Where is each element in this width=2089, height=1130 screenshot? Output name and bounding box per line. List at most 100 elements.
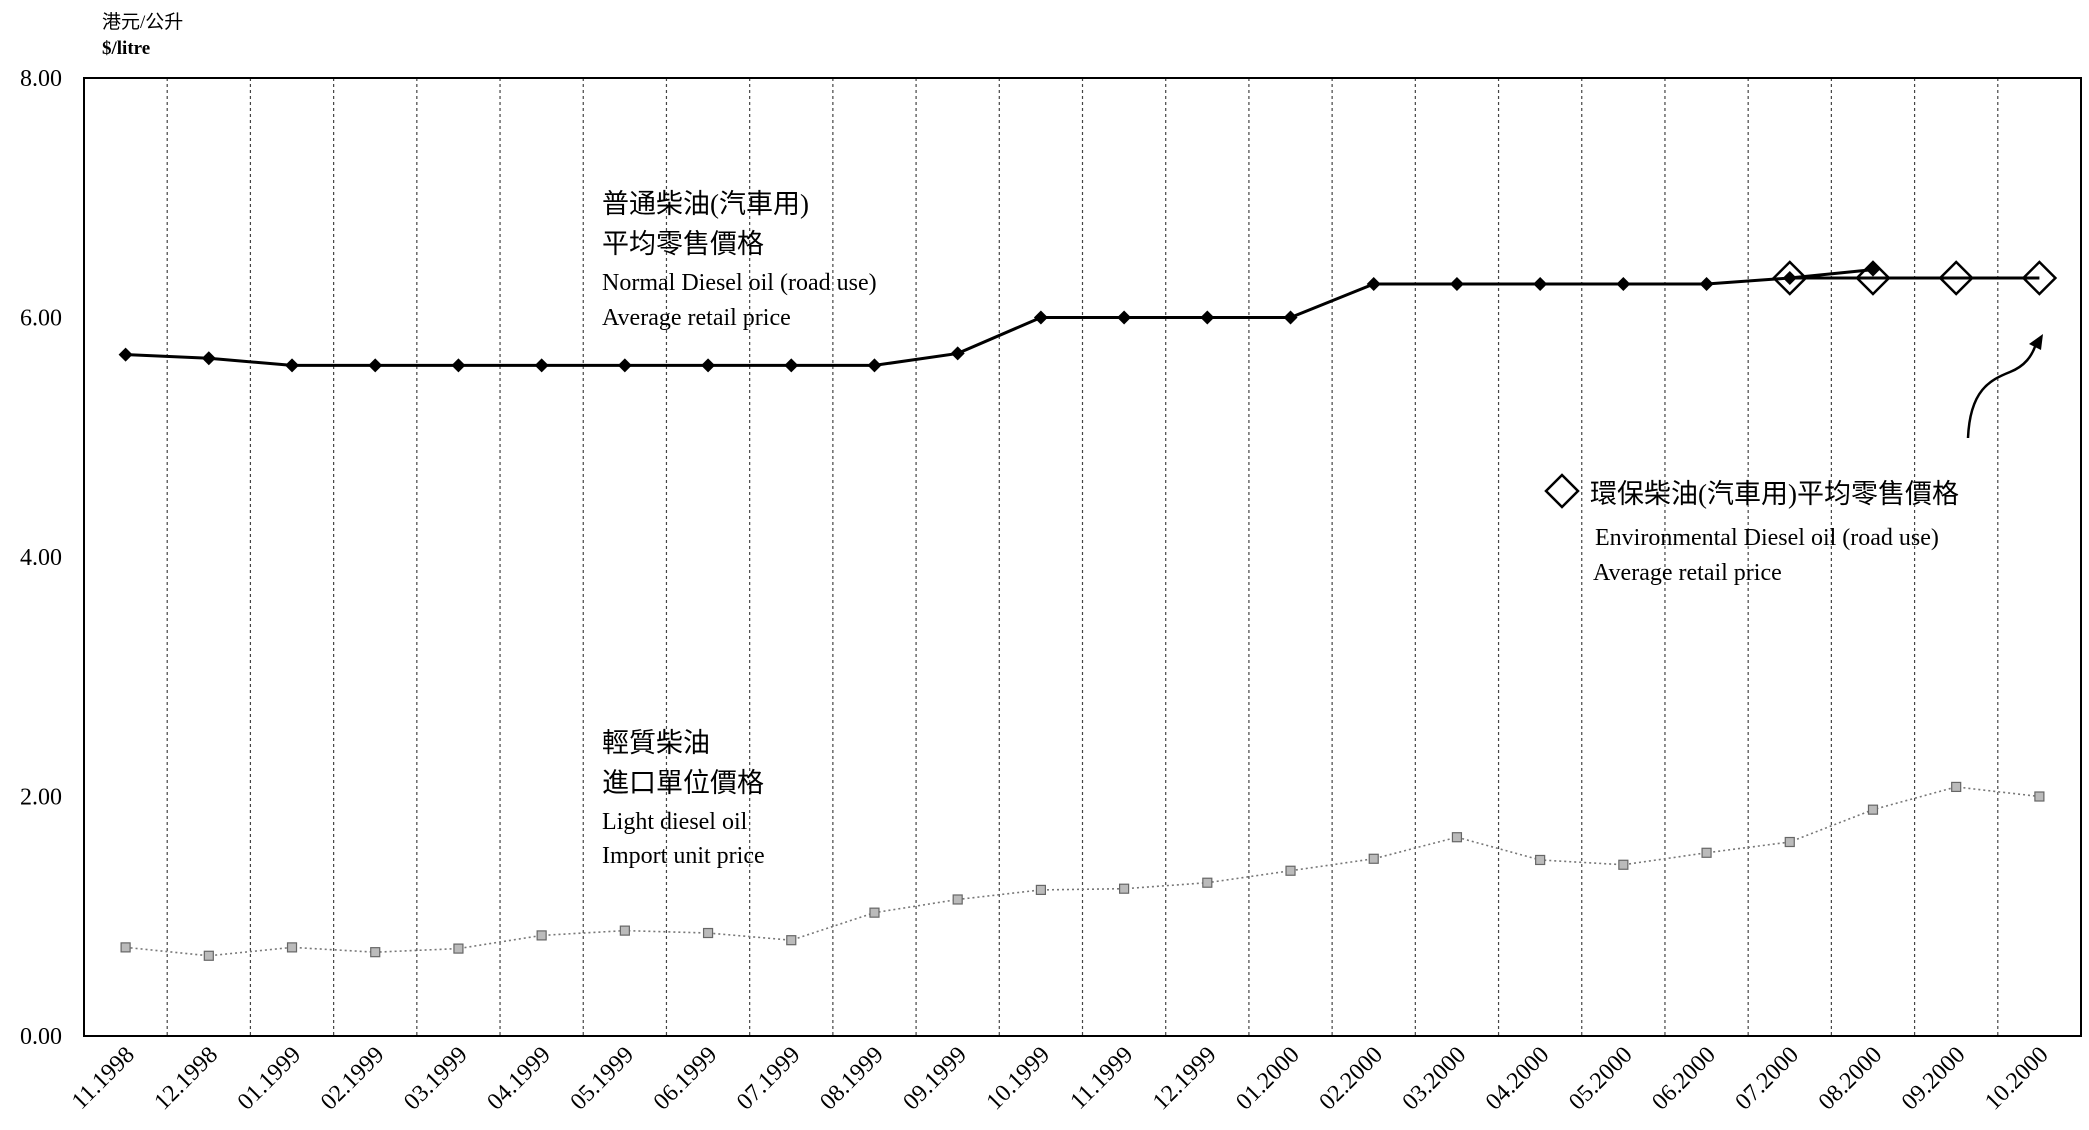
annotation-light-en2: Import unit price xyxy=(602,843,765,869)
x-tick-label: 07.2000 xyxy=(1730,1042,1804,1116)
data-point xyxy=(1035,884,1046,896)
data-point xyxy=(120,942,131,953)
data-point xyxy=(1368,853,1379,864)
x-tick-label: 12.1998 xyxy=(150,1042,224,1116)
x-tick-label: 05.2000 xyxy=(1564,1042,1638,1116)
series-line-light xyxy=(125,786,2040,957)
annotation-normal-zh2: 平均零售價格 xyxy=(602,229,764,259)
annotation-normal-en1: Normal Diesel oil (road use) xyxy=(602,270,877,296)
y-tick-label: 4.00 xyxy=(20,545,62,571)
data-point xyxy=(2034,791,2045,802)
annotation-environmental-diesel: 環保柴油(汽車用)平均零售價格 Environmental Diesel oil… xyxy=(1544,473,1959,586)
x-tick-label: 12.1999 xyxy=(1148,1042,1222,1116)
data-point xyxy=(1855,260,1891,296)
data-point xyxy=(1366,276,1381,291)
y-tick-label: 6.00 xyxy=(20,306,62,332)
data-point xyxy=(950,346,965,361)
annotation-environmental-en1: Environmental Diesel oil (road use) xyxy=(1595,525,1939,551)
x-axis: 11.1998 12.1998 01.1999 02.1999 03.1999 04.19… xyxy=(67,1042,2054,1116)
x-tick-label: 04.1999 xyxy=(482,1042,556,1116)
data-point xyxy=(1285,865,1296,876)
series-normal xyxy=(118,262,1880,373)
data-point xyxy=(1202,877,1213,888)
vertical-gridlines xyxy=(166,78,1999,1036)
data-point xyxy=(201,351,216,366)
y-tick-label: 2.00 xyxy=(20,785,62,811)
x-tick-label: 11.1999 xyxy=(1065,1042,1138,1115)
series-light xyxy=(120,781,2045,961)
annotation-environmental-zh: 環保柴油(汽車用)平均零售價格 xyxy=(1590,479,1959,509)
x-tick-label: 05.1999 xyxy=(566,1042,640,1116)
data-point xyxy=(701,358,716,373)
data-point xyxy=(1533,276,1548,291)
x-tick-label: 08.2000 xyxy=(1814,1042,1888,1116)
y-tick-label: 0.00 xyxy=(20,1024,62,1050)
annotation-arrow xyxy=(1966,334,2043,439)
data-point xyxy=(1616,276,1631,291)
x-tick-label: 10.1999 xyxy=(982,1042,1056,1116)
data-point xyxy=(286,942,298,953)
data-point xyxy=(368,358,383,373)
data-point xyxy=(1200,310,1215,325)
series-line-normal xyxy=(125,268,1874,367)
open-diamond-legend-marker xyxy=(1544,473,1580,509)
data-point xyxy=(453,943,464,954)
annotation-normal-en2: Average retail price xyxy=(602,305,791,331)
data-point xyxy=(1784,836,1795,848)
annotation-normal-diesel: 普通柴油(汽車用) 平均零售價格 Normal Diesel oil (road… xyxy=(602,189,877,331)
data-point xyxy=(1701,847,1712,858)
data-point xyxy=(1117,310,1132,325)
x-tick-label: 06.1999 xyxy=(649,1042,723,1116)
annotation-normal-zh1: 普通柴油(汽車用) xyxy=(602,189,809,219)
data-point xyxy=(1033,310,1048,325)
data-point xyxy=(1951,781,1962,793)
data-point xyxy=(1451,832,1463,843)
series-layer xyxy=(118,260,2058,961)
data-point xyxy=(952,894,963,905)
annotation-environmental-en2: Average retail price xyxy=(1593,560,1782,586)
data-point xyxy=(203,950,214,961)
data-point xyxy=(1449,276,1464,291)
annotation-light-en1: Light diesel oil xyxy=(602,809,748,835)
y-axis: 8.00 6.00 4.00 2.00 0.00 xyxy=(20,66,62,1050)
x-tick-label: 10.2000 xyxy=(1980,1042,2054,1116)
x-tick-label: 03.2000 xyxy=(1398,1042,1472,1116)
x-tick-label: 02.1999 xyxy=(316,1042,390,1116)
series-environmental xyxy=(1772,260,2058,296)
data-point xyxy=(534,358,549,373)
data-point xyxy=(1535,854,1546,866)
data-point xyxy=(1699,276,1714,291)
annotation-light-zh1: 輕質柴油 xyxy=(602,728,710,758)
data-point xyxy=(1772,260,1808,296)
data-point xyxy=(702,927,714,939)
x-tick-label: 09.2000 xyxy=(1897,1042,1971,1116)
data-point xyxy=(1119,883,1130,894)
data-point xyxy=(786,935,797,946)
plot-area-frame xyxy=(83,77,2082,1037)
y-tick-label: 8.00 xyxy=(20,66,62,92)
data-point xyxy=(370,947,381,958)
data-point xyxy=(1283,310,1298,325)
x-tick-label: 11.1998 xyxy=(67,1042,140,1115)
data-point xyxy=(1867,804,1879,815)
annotation-light-zh2: 進口單位價格 xyxy=(602,768,764,798)
x-tick-label: 02.2000 xyxy=(1314,1042,1388,1116)
data-point xyxy=(1938,260,1974,296)
data-point xyxy=(867,358,882,373)
data-point xyxy=(451,358,466,373)
data-point xyxy=(2021,260,2058,296)
data-point xyxy=(1618,859,1629,870)
x-tick-label: 01.1999 xyxy=(233,1042,307,1116)
data-point xyxy=(619,925,630,936)
data-point xyxy=(784,358,799,373)
data-point xyxy=(118,347,133,362)
x-tick-label: 07.1999 xyxy=(732,1042,806,1116)
annotation-light-diesel: 輕質柴油 進口單位價格 Light diesel oil Import unit… xyxy=(602,728,765,869)
unit-label-en: $/litre xyxy=(102,38,150,59)
x-tick-label: 08.1999 xyxy=(815,1042,889,1116)
data-point xyxy=(536,930,547,941)
data-point xyxy=(617,358,632,373)
x-tick-label: 06.2000 xyxy=(1647,1042,1721,1116)
x-tick-label: 03.1999 xyxy=(399,1042,473,1116)
